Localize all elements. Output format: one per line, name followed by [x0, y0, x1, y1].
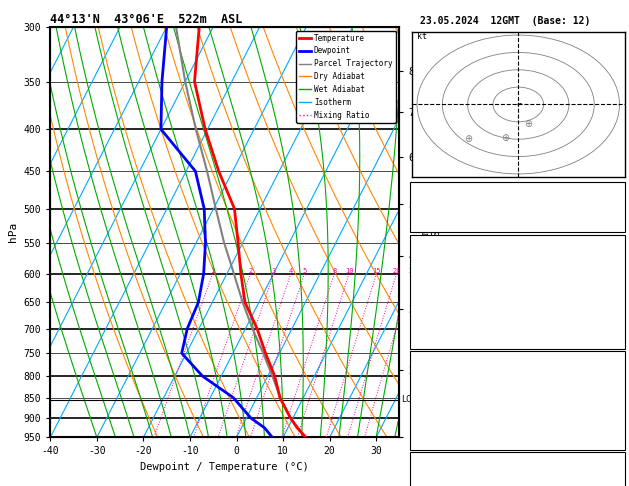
- Text: 13: 13: [611, 474, 621, 483]
- Text: ⊕: ⊕: [464, 134, 472, 144]
- Text: 10: 10: [345, 268, 353, 274]
- Text: 0: 0: [616, 321, 621, 330]
- Text: EH: EH: [415, 474, 426, 483]
- Text: LCL: LCL: [401, 396, 416, 404]
- Text: ⊕: ⊕: [525, 119, 533, 129]
- Text: 311: 311: [605, 289, 621, 298]
- Text: 44°13'N  43°06'E  522m  ASL: 44°13'N 43°06'E 522m ASL: [50, 13, 243, 26]
- Text: 0: 0: [616, 421, 621, 431]
- Text: Lifted Index: Lifted Index: [415, 305, 480, 314]
- Y-axis label: hPa: hPa: [8, 222, 18, 242]
- Text: K: K: [415, 188, 421, 197]
- Text: 8: 8: [332, 268, 337, 274]
- Text: 0: 0: [616, 437, 621, 447]
- Text: Most Unstable: Most Unstable: [482, 357, 553, 366]
- Text: kt: kt: [417, 32, 427, 40]
- Text: 4: 4: [289, 268, 293, 274]
- Legend: Temperature, Dewpoint, Parcel Trajectory, Dry Adiabat, Wet Adiabat, Isotherm, Mi: Temperature, Dewpoint, Parcel Trajectory…: [296, 31, 396, 122]
- Text: 3: 3: [616, 405, 621, 415]
- Text: 1: 1: [211, 268, 215, 274]
- Text: 5: 5: [303, 268, 307, 274]
- Text: ⊕: ⊕: [501, 133, 509, 143]
- Text: 0: 0: [616, 337, 621, 346]
- Text: 25: 25: [408, 268, 417, 274]
- Text: PW (cm): PW (cm): [415, 220, 453, 229]
- Text: CIN (J): CIN (J): [415, 337, 453, 346]
- Text: Pressure (mb): Pressure (mb): [415, 373, 485, 382]
- Text: 7.7: 7.7: [605, 273, 621, 282]
- Text: 2: 2: [248, 268, 252, 274]
- Text: 311: 311: [605, 389, 621, 399]
- Text: 1.13: 1.13: [600, 220, 621, 229]
- Text: © weatheronline.co.uk: © weatheronline.co.uk: [467, 474, 564, 484]
- Text: CAPE (J): CAPE (J): [415, 321, 458, 330]
- Text: 11: 11: [611, 188, 621, 197]
- Text: θₑ(K): θₑ(K): [415, 289, 442, 298]
- Text: CIN (J): CIN (J): [415, 437, 453, 447]
- Text: 23.05.2024  12GMT  (Base: 12): 23.05.2024 12GMT (Base: 12): [420, 16, 591, 26]
- Text: CAPE (J): CAPE (J): [415, 421, 458, 431]
- Text: 3: 3: [272, 268, 276, 274]
- Text: Surface: Surface: [499, 241, 537, 250]
- Text: 20: 20: [392, 268, 401, 274]
- Text: Dewp (°C): Dewp (°C): [415, 273, 464, 282]
- Text: Totals Totals: Totals Totals: [415, 204, 485, 213]
- X-axis label: Dewpoint / Temperature (°C): Dewpoint / Temperature (°C): [140, 462, 309, 472]
- Text: θₑ (K): θₑ (K): [415, 389, 447, 399]
- Text: Temp (°C): Temp (°C): [415, 257, 464, 266]
- Text: 15: 15: [372, 268, 381, 274]
- Y-axis label: km
ASL: km ASL: [420, 223, 442, 241]
- Text: 3: 3: [616, 305, 621, 314]
- Text: 14.9: 14.9: [600, 257, 621, 266]
- Text: 955: 955: [605, 373, 621, 382]
- Text: Lifted Index: Lifted Index: [415, 405, 480, 415]
- Text: Hodograph: Hodograph: [494, 458, 542, 467]
- Text: 43: 43: [611, 204, 621, 213]
